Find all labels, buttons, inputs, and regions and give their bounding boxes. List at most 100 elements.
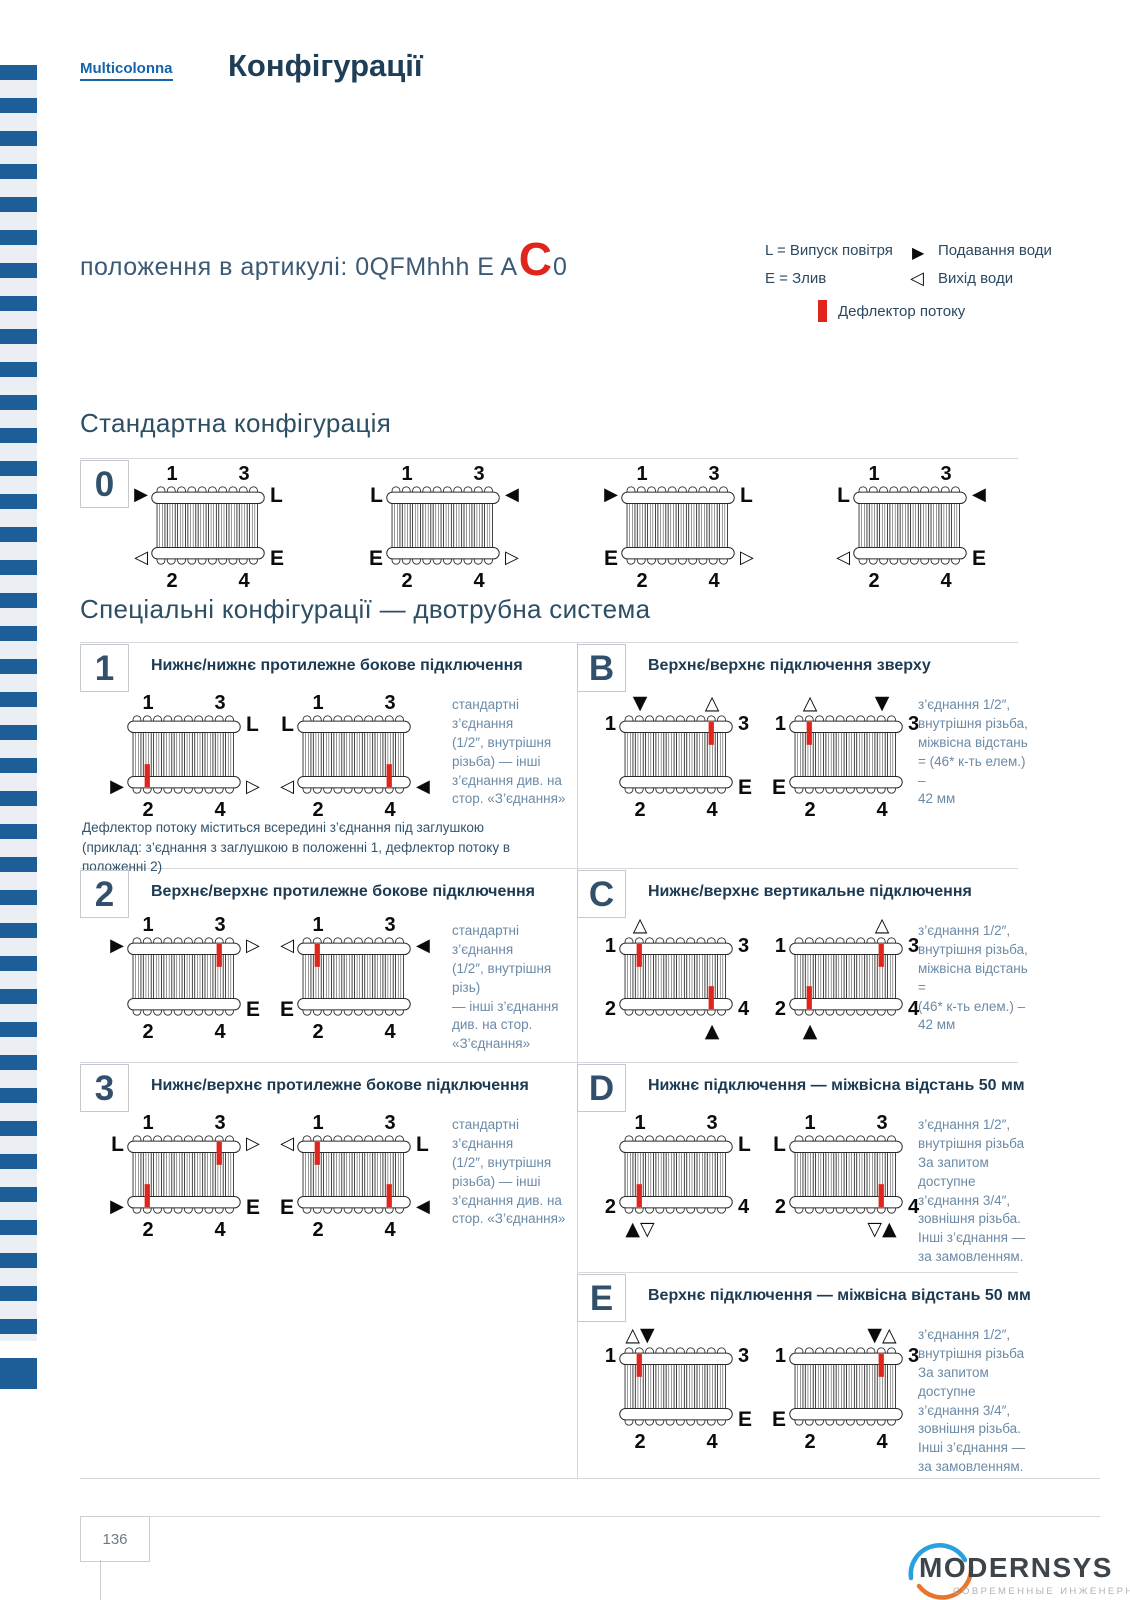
deflector-bar [314,1141,320,1165]
drain-label: E [758,1408,788,1430]
position-number: 1 [636,463,648,485]
radiator-diagram: 1 3 L ◁ ◀ 2 4 [266,686,442,834]
config-label-box-3: 3 [80,1064,129,1112]
config-label: 3 [94,1068,115,1108]
position-number: 1 [290,1106,346,1133]
position-number: 2 [312,1219,324,1241]
position-number: 4 [738,998,750,1020]
deflector-bar [708,986,714,1010]
flow-marker: ◀ [505,484,519,505]
row-title: Верхнє підключення — міжвісна відстань 5… [648,1287,1031,1304]
deflector-bar [708,721,714,745]
position-number: 4 [684,800,740,827]
air-vent-label: L [414,1133,444,1155]
radiator-diagram: 1 3 L ▶ ▷ 2 4 [96,686,272,834]
flow-marker: ◁ [280,935,294,956]
position-number: 3 [738,935,750,957]
position-number: 1 [804,1112,816,1134]
position-number: 1 [774,935,786,957]
radiator-diagram: 1 3 ▶ L E ▷ 2 4 [590,457,766,605]
position-number: 1 [868,463,880,485]
position-number: 2 [142,799,154,821]
footer-rule [80,1516,1100,1517]
position-number: 4 [216,571,272,598]
radiator-diagram: △ 1 3 2 4 ▲ [758,908,934,1056]
flow-marker: △ [632,914,648,936]
position-number: 3 [684,1106,740,1133]
position-number: 2 [604,998,616,1020]
config-label: 2 [94,874,115,914]
position-number: 4 [214,1021,226,1043]
position-number: 1 [604,713,616,735]
position-number: 2 [804,1431,816,1453]
position-number: 1 [312,1112,324,1134]
position-number: 2 [290,1220,346,1247]
drain-label: E [270,546,285,570]
position-number: 2 [634,799,646,821]
article-highlight-letter: C [518,233,552,285]
left-stripe-decoration [0,65,37,1341]
position-number: 2 [120,1220,176,1247]
position-number: 4 [706,799,718,821]
legend-air-label: L = Випуск повітря [765,242,893,259]
legend-outlet-label: Вихід води [938,270,1014,287]
deflector-bar [806,721,812,745]
config-label: 1 [94,648,115,688]
position-number: 3 [736,935,766,957]
deflector-bar [386,764,392,788]
position-number: 1 [166,463,178,485]
deflector-bar [636,1184,642,1208]
side-note: з’єднання 1/2″, внутрішня різьба, міжвіс… [918,697,1028,807]
radiator-drawing [619,1135,733,1214]
flow-marker: ▽▲ [854,1220,910,1247]
divider [80,642,1018,643]
flow-marker: ▲▽ [612,1220,668,1247]
position-number: 1 [142,692,154,714]
page-number-box: 136 [80,1516,150,1562]
side-note: з’єднання 1/2″, внутрішня різьба За запи… [918,1327,1026,1475]
page-number: 136 [102,1530,128,1548]
flow-marker: ▼ [874,692,890,714]
flow-marker: ▶ [134,484,148,505]
position-number: 2 [290,800,346,827]
position-number: 1 [588,713,618,735]
air-vent-label: L [270,483,283,507]
drain-label: E [736,776,766,798]
position-number: 4 [451,571,507,598]
flow-marker: ◁ [836,547,850,568]
drain-label: E [771,1407,786,1431]
position-number: 3 [708,463,720,485]
position-number: 2 [604,1196,616,1218]
deflector-bar [216,1141,222,1165]
article-suffix: 0 [552,253,568,281]
logo-arc-top-icon [908,1543,968,1581]
position-number: 1 [142,914,154,936]
position-number: 2 [634,1431,646,1453]
position-number: 1 [312,914,324,936]
flow-marker: ▶ [120,484,150,506]
position-number: 3 [214,914,226,936]
flow-marker: △ [612,908,668,935]
drain-label: E [266,1196,296,1218]
radiator-drawing [621,486,735,565]
drain-label: E [738,1407,753,1431]
radiator-drawing [297,1135,411,1214]
position-number: 4 [708,570,720,592]
position-number: 3 [686,457,742,484]
deflector-bar [216,943,222,967]
position-number: 2 [846,571,902,598]
flow-marker: ◀ [414,776,444,798]
position-number: 4 [738,1196,750,1218]
position-number: 4 [706,1431,718,1453]
flow-marker: ▲ [782,1022,838,1049]
side-note: з’єднання 1/2″, внутрішня різьба, міжвіс… [918,923,1028,1033]
position-number: 2 [290,1022,346,1049]
position-number: 1 [144,457,200,484]
position-number: 3 [214,1112,226,1134]
flow-marker: ▽▲ [867,1218,897,1240]
radiator-diagram: 1 3 ▶ ▷ E 2 4 [96,908,272,1056]
air-vent-label: L [244,713,274,735]
air-vent-label: L [837,483,850,507]
drain-label: E [603,546,618,570]
radiator-diagram: △ 1 3 2 4 ▲ [588,908,764,1056]
